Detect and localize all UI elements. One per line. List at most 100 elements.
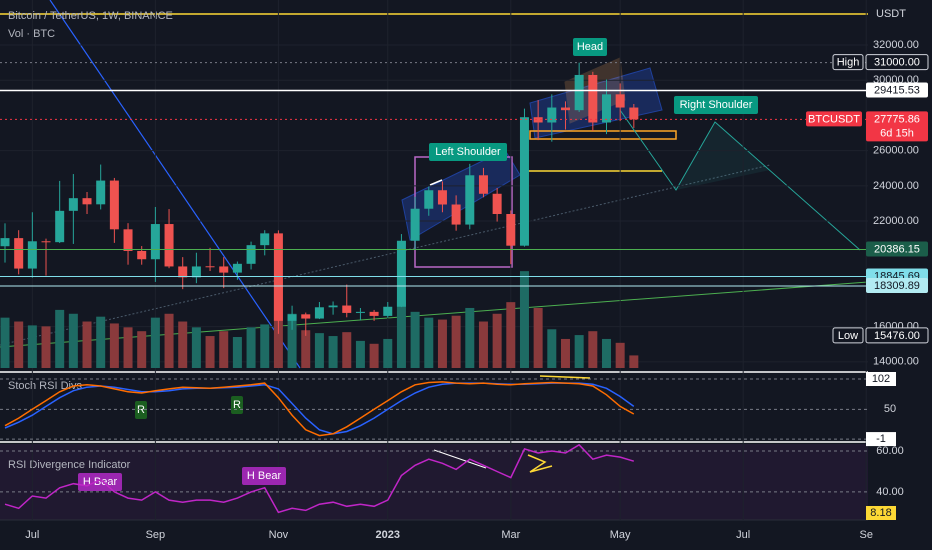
candle-body [123, 229, 133, 251]
y-tick-label: 60.00 [876, 445, 904, 457]
y-tick-label: 32000.00 [873, 39, 919, 51]
name-badge [832, 327, 864, 344]
volume-bar [588, 331, 598, 368]
candle-body [109, 180, 119, 230]
volume-bar [164, 313, 174, 368]
candle-body [164, 224, 174, 267]
candle-body [560, 107, 570, 111]
price-badge-label: 31000.00 [874, 57, 920, 69]
x-tick-label: Nov [269, 529, 289, 541]
candle-body [342, 305, 352, 313]
candle-body [55, 210, 65, 243]
volume-bar [560, 338, 570, 368]
candle-body [465, 175, 475, 225]
annotation-label: H Bear [83, 476, 118, 488]
candle-body [383, 306, 393, 316]
y-tick-label: 14000.00 [873, 356, 919, 368]
volume-bar [342, 332, 352, 368]
annotation-label: Right Shoulder [680, 99, 753, 111]
candle-body [396, 240, 406, 307]
candle-body [150, 224, 160, 260]
candle-body [68, 198, 78, 211]
candle-body [205, 266, 215, 268]
volume-bar [601, 338, 611, 368]
candle-body [246, 245, 256, 264]
volume-bar [533, 307, 543, 368]
candle-body [0, 238, 10, 247]
candle-body [574, 74, 584, 111]
volume-bar [96, 316, 106, 368]
annotation-badge [429, 143, 507, 161]
volume-bar [0, 317, 10, 368]
candle-body [27, 241, 37, 269]
volume-bar [260, 324, 270, 368]
price-badge [865, 327, 929, 344]
volume-bar [465, 307, 475, 368]
x-tick-label: Jul [736, 529, 750, 541]
price-badge-label: 20386.15 [874, 243, 920, 255]
candle-body [410, 208, 420, 241]
candle-body [328, 305, 338, 308]
volume-bar [410, 311, 420, 368]
candle-body [629, 107, 639, 120]
volume-bar [383, 338, 393, 368]
volume-bar [178, 321, 188, 368]
volume-bar [68, 313, 78, 368]
candle-body [492, 193, 502, 215]
volume-bar [219, 331, 229, 368]
candle-body [137, 250, 147, 260]
volume-bar [396, 300, 406, 368]
name-badge-label: High [837, 57, 860, 69]
candle-body [178, 266, 188, 278]
volume-bar [424, 317, 434, 368]
volume-bar [574, 335, 584, 368]
y-tick-label: 24000.00 [873, 180, 919, 192]
annotation-badge [242, 467, 286, 485]
volume-bar [191, 327, 201, 368]
y-tick-label: 102 [872, 373, 890, 385]
currency-label: USDT [876, 8, 906, 20]
annotation-badge [135, 401, 147, 419]
volume-bar [328, 336, 338, 368]
y-tick-label: 50 [884, 403, 896, 415]
y-tick-label: 40.00 [876, 486, 904, 498]
annotation-label: Left Shoulder [435, 146, 501, 158]
chart-title: Bitcoin / TetherUS, 1W, BINANCE [8, 10, 173, 22]
x-tick-label: Se [859, 529, 872, 541]
volume-bar [41, 326, 51, 368]
candle-body [533, 117, 543, 123]
candle-body [14, 238, 24, 269]
value-badge-label: 8.18 [870, 507, 891, 519]
candle-body [287, 314, 297, 321]
price-badge [865, 54, 929, 71]
candle-body [82, 198, 92, 205]
volume-bar [314, 333, 324, 368]
x-tick-label: Sep [146, 529, 166, 541]
x-tick-label: 2023 [376, 529, 400, 541]
price-badge-label: 27775.86 [874, 113, 920, 125]
volume-bar [615, 342, 625, 368]
candle-body [96, 180, 106, 205]
y-tick-label: 22000.00 [873, 215, 919, 227]
indicator-line [4, 381, 635, 437]
candle-body [506, 214, 516, 246]
annotation-badge [674, 96, 758, 114]
volume-bar [547, 329, 557, 368]
candle-body [273, 233, 283, 321]
countdown-label: 6d 15h [880, 127, 914, 139]
price-badge [866, 82, 928, 98]
volume-bar [150, 317, 160, 368]
name-badge-label: BTCUSDT [808, 113, 860, 125]
volume-bar [519, 271, 529, 368]
candle-body [355, 311, 365, 313]
name-badge [832, 54, 864, 71]
volume-label: Vol · BTC [8, 28, 55, 40]
volume-bar [232, 337, 242, 368]
volume-bar [27, 325, 37, 368]
candle-body [301, 314, 311, 319]
candle-body [314, 307, 324, 319]
volume-bar [506, 302, 516, 368]
volume-bar [14, 321, 24, 368]
annotation-badge [573, 38, 607, 56]
